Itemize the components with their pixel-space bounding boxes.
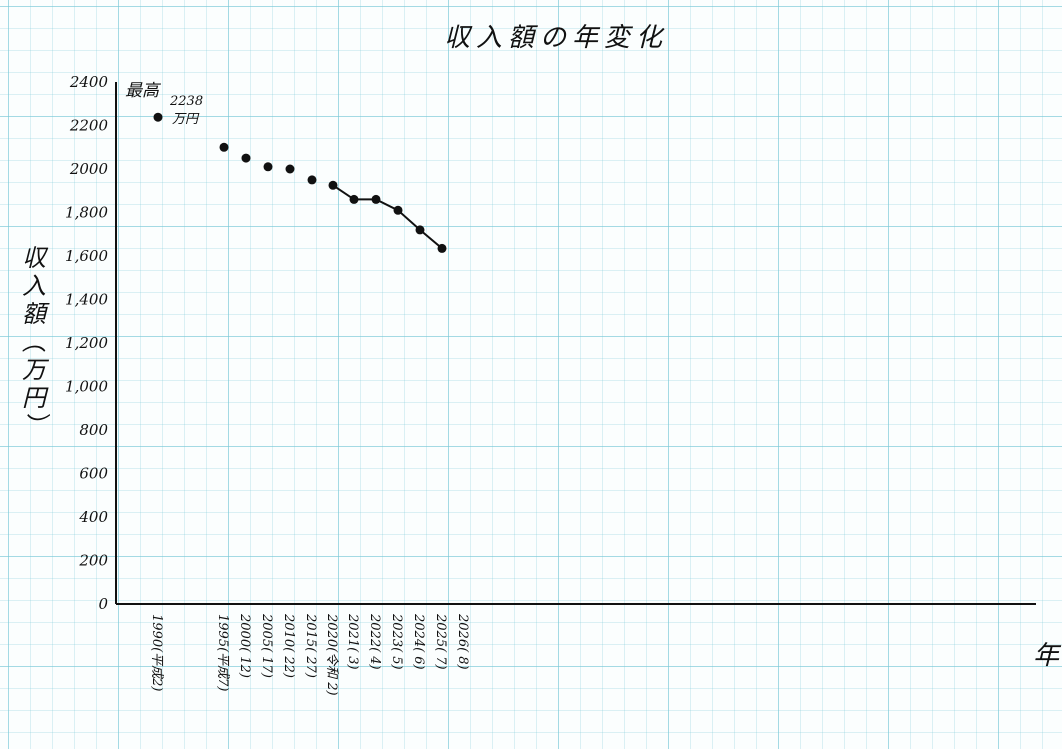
x-tick-label: 2024( 6) [411,613,426,670]
x-tick-label: 1990(平成2) [149,614,164,692]
data-point [415,225,425,235]
x-tick-label: 2021( 3) [345,613,360,670]
max-annotation-value: 2238 [169,94,203,109]
data-point [263,162,273,172]
y-tick-label: 200 [78,552,108,570]
data-point [328,180,338,190]
x-tick-label: 2005( 17) [259,613,274,678]
x-tick-label: 2020(令和 2) [324,613,339,696]
x-tick-label: 2023( 5) [389,613,404,670]
x-tick-labels: 1990(平成2) 1995(平成7) 2000( 12) 2005( 17) 2010… [149,613,470,696]
data-point [241,153,251,163]
y-tick-label: 0 [98,595,108,613]
y-tick-label: 2000 [69,160,109,178]
series-line [332,184,443,250]
y-axis-label-char: ︶ [22,412,51,440]
y-tick-label: 2200 [69,117,109,135]
y-tick-label: 600 [79,465,108,483]
x-tick-label: 2026( 8) [455,613,470,670]
max-annotation: 最高 2238 万円 [125,81,203,127]
x-tick-label: 2010( 22) [281,613,296,678]
y-axis-label-char: 入 [22,272,46,300]
y-axis-label-char: ︵ [22,328,46,356]
y-tick-label: 400 [78,508,108,526]
x-tick-label: 2025( 7) [433,613,448,670]
y-axis-label-char: 万 [22,356,50,384]
data-point [437,243,447,253]
data-series [153,112,447,253]
y-tick-label: 1,400 [65,291,108,309]
y-tick-label: 2400 [69,73,109,91]
y-tick-label: 1,800 [65,204,108,222]
x-tick-label: 1995(平成7) [215,614,230,692]
y-tick-label: 1,600 [65,247,108,265]
x-axis-label: 年 [1033,641,1062,671]
y-tick-label: 1,200 [65,334,108,352]
y-tick-label: 1,000 [65,378,108,396]
chart-title: 収入額の年変化 [444,23,668,53]
data-point [219,142,229,152]
max-annotation-unit: 万円 [172,112,200,127]
y-tick-labels: 0 200 400 600 800 1,000 1,200 1,400 1,600 1,800 20… [65,73,108,613]
data-point [285,164,295,174]
x-tick-label: 2015( 27) [303,613,318,678]
data-point [307,175,317,185]
x-tick-label: 2022( 4) [367,613,382,670]
data-point [371,194,381,204]
y-tick-label: 800 [79,421,108,439]
data-point [153,112,163,122]
x-tick-label: 2000( 12) [237,613,252,678]
y-axis-label-char: 収 [22,244,49,272]
y-axis-label-char: 円 [22,384,49,412]
y-axis-label-char: 額 [22,300,50,328]
y-axis-label: 収入額︵万円︶ [22,244,51,440]
data-point [349,194,359,204]
data-point [393,205,403,215]
max-annotation-label: 最高 [125,81,162,101]
